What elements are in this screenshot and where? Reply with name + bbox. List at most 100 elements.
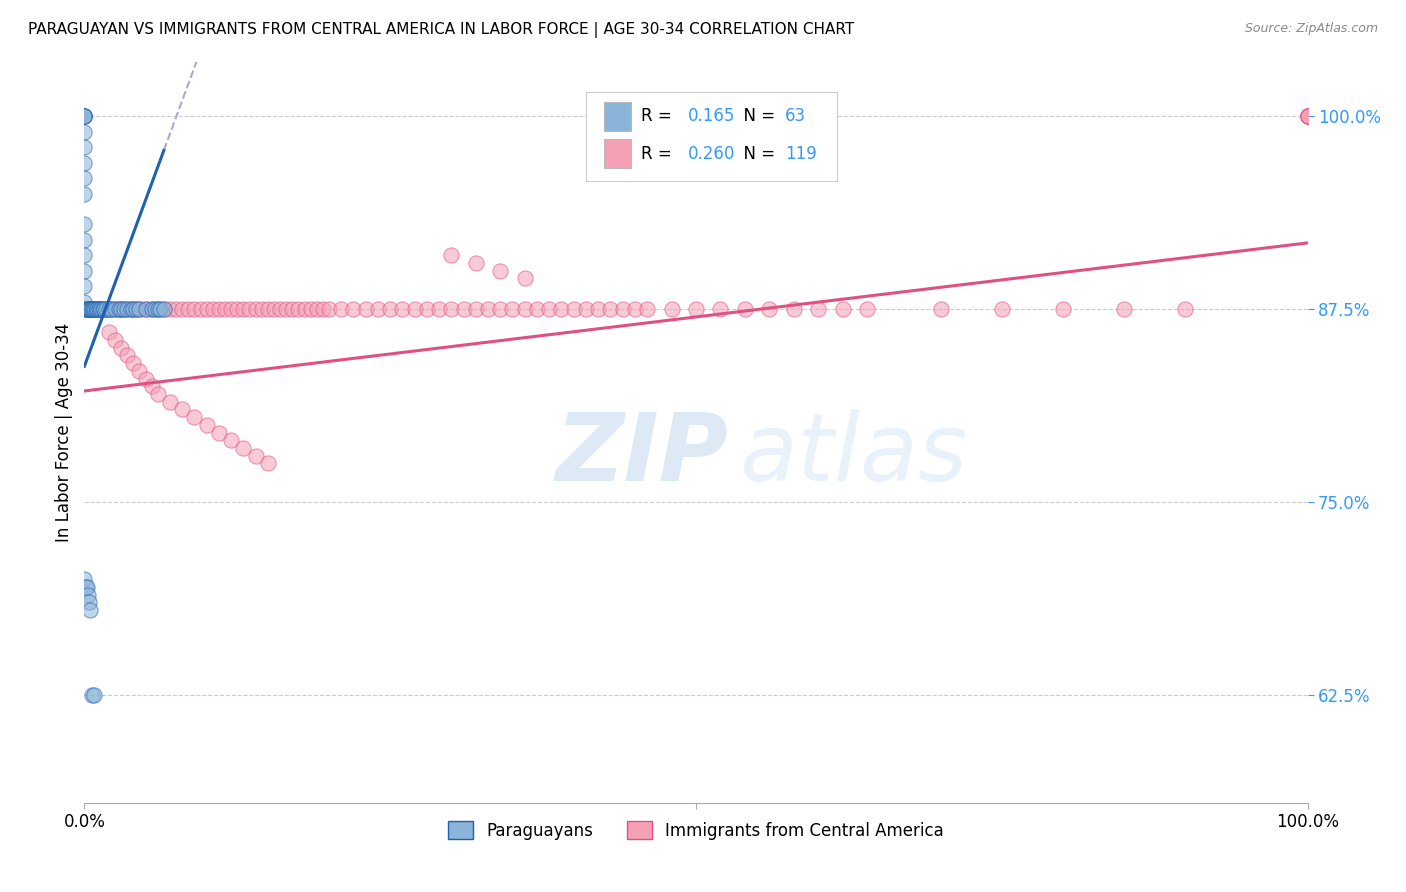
- Point: [115, 302, 138, 317]
- Point: [172, 302, 194, 317]
- Point: [489, 263, 512, 277]
- Point: [76, 302, 98, 317]
- Point: [73, 110, 96, 124]
- Point: [489, 302, 512, 317]
- Point: [177, 302, 200, 317]
- Text: 119: 119: [786, 145, 817, 162]
- Point: [1296, 110, 1319, 124]
- Point: [120, 302, 142, 317]
- Point: [91, 302, 114, 317]
- Point: [141, 379, 163, 393]
- Point: [232, 302, 254, 317]
- Point: [100, 302, 122, 317]
- Point: [276, 302, 298, 317]
- Point: [453, 302, 475, 317]
- Point: [183, 410, 205, 425]
- Point: [661, 302, 683, 317]
- Point: [232, 441, 254, 455]
- Point: [440, 302, 463, 317]
- Point: [214, 302, 236, 317]
- Point: [79, 603, 101, 617]
- Point: [586, 302, 609, 317]
- Point: [97, 302, 120, 317]
- Point: [77, 302, 100, 317]
- Point: [97, 326, 120, 340]
- Point: [391, 302, 413, 317]
- Point: [96, 302, 118, 317]
- Point: [73, 302, 96, 317]
- Point: [79, 302, 101, 317]
- Point: [112, 302, 135, 317]
- Point: [143, 302, 166, 317]
- Point: [73, 110, 96, 124]
- Point: [153, 302, 176, 317]
- Point: [464, 302, 486, 317]
- Text: 0.260: 0.260: [688, 145, 735, 162]
- Point: [77, 595, 100, 609]
- Point: [831, 302, 853, 317]
- Point: [83, 302, 105, 317]
- Point: [807, 302, 830, 317]
- Point: [73, 155, 96, 169]
- Point: [562, 302, 585, 317]
- Point: [149, 302, 172, 317]
- Point: [513, 302, 536, 317]
- Point: [112, 302, 135, 317]
- Point: [77, 302, 100, 317]
- Point: [477, 302, 499, 317]
- Point: [201, 302, 224, 317]
- Point: [86, 302, 108, 317]
- Point: [80, 688, 103, 702]
- Point: [110, 341, 132, 355]
- Legend: Paraguayans, Immigrants from Central America: Paraguayans, Immigrants from Central Ame…: [441, 814, 950, 847]
- Point: [87, 302, 110, 317]
- Text: ZIP: ZIP: [555, 409, 728, 500]
- Point: [93, 302, 115, 317]
- Point: [122, 302, 145, 317]
- Point: [93, 302, 115, 317]
- Point: [73, 302, 96, 317]
- Point: [305, 302, 328, 317]
- Point: [77, 588, 100, 602]
- Point: [79, 302, 101, 317]
- Point: [73, 302, 96, 317]
- Point: [195, 302, 218, 317]
- Point: [141, 302, 163, 317]
- Point: [599, 302, 621, 317]
- Point: [208, 425, 231, 440]
- Point: [107, 302, 129, 317]
- Point: [1174, 302, 1197, 317]
- Point: [575, 302, 598, 317]
- Point: [146, 302, 169, 317]
- Point: [624, 302, 647, 317]
- Point: [1296, 110, 1319, 124]
- Text: 0.165: 0.165: [688, 108, 735, 126]
- Point: [135, 302, 157, 317]
- Point: [172, 402, 194, 417]
- Point: [80, 302, 103, 317]
- Point: [73, 248, 96, 262]
- Point: [135, 302, 157, 317]
- Point: [122, 302, 145, 317]
- Text: PARAGUAYAN VS IMMIGRANTS FROM CENTRAL AMERICA IN LABOR FORCE | AGE 30-34 CORRELA: PARAGUAYAN VS IMMIGRANTS FROM CENTRAL AM…: [28, 22, 855, 38]
- Point: [991, 302, 1014, 317]
- Point: [89, 302, 111, 317]
- Point: [104, 302, 127, 317]
- Point: [354, 302, 377, 317]
- Point: [122, 356, 145, 370]
- Point: [73, 279, 96, 293]
- Point: [159, 302, 181, 317]
- Point: [73, 125, 96, 139]
- Point: [100, 302, 122, 317]
- Point: [427, 302, 450, 317]
- Point: [105, 302, 128, 317]
- Point: [269, 302, 291, 317]
- Point: [76, 302, 98, 317]
- Point: [367, 302, 389, 317]
- Point: [550, 302, 572, 317]
- Point: [153, 302, 176, 317]
- Point: [404, 302, 426, 317]
- Point: [110, 302, 132, 317]
- Point: [190, 302, 212, 317]
- Point: [73, 140, 96, 154]
